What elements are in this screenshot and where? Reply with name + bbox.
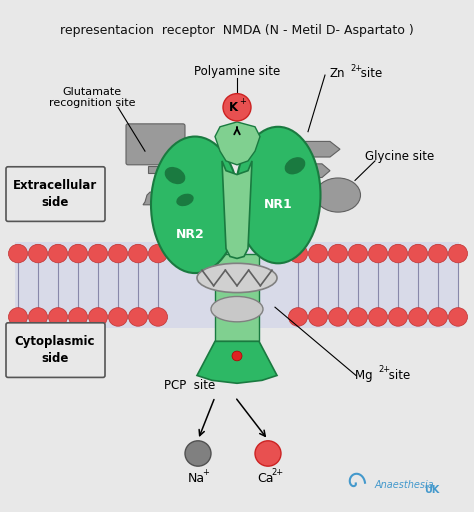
FancyBboxPatch shape bbox=[6, 167, 105, 221]
Polygon shape bbox=[148, 166, 170, 190]
Text: Mg: Mg bbox=[355, 369, 376, 382]
Polygon shape bbox=[197, 342, 277, 383]
Ellipse shape bbox=[164, 167, 185, 184]
Circle shape bbox=[428, 244, 447, 263]
Polygon shape bbox=[305, 164, 330, 178]
Polygon shape bbox=[222, 161, 252, 259]
Circle shape bbox=[328, 308, 347, 326]
Circle shape bbox=[309, 244, 328, 263]
Text: representacion  receptor  NMDA (N - Metil D- Aspartato ): representacion receptor NMDA (N - Metil … bbox=[60, 24, 414, 37]
Circle shape bbox=[428, 308, 447, 326]
Circle shape bbox=[185, 441, 211, 466]
Bar bbox=[15, 242, 459, 328]
Ellipse shape bbox=[316, 178, 361, 212]
Text: +: + bbox=[239, 97, 246, 106]
Circle shape bbox=[255, 441, 281, 466]
Circle shape bbox=[69, 244, 88, 263]
Text: Polyamine site: Polyamine site bbox=[194, 65, 280, 78]
Circle shape bbox=[28, 308, 47, 326]
Circle shape bbox=[89, 308, 108, 326]
Text: site: site bbox=[357, 67, 382, 80]
Circle shape bbox=[148, 244, 167, 263]
Text: site: site bbox=[385, 369, 410, 382]
Circle shape bbox=[128, 308, 147, 326]
Text: Glutamate
recognition site: Glutamate recognition site bbox=[49, 87, 135, 109]
Text: Zn: Zn bbox=[330, 67, 346, 80]
Text: PCP  site: PCP site bbox=[164, 379, 216, 392]
Circle shape bbox=[368, 244, 388, 263]
Ellipse shape bbox=[151, 137, 239, 273]
Circle shape bbox=[348, 244, 367, 263]
Text: +: + bbox=[202, 468, 210, 478]
Circle shape bbox=[223, 94, 251, 121]
Ellipse shape bbox=[211, 296, 263, 322]
Polygon shape bbox=[305, 141, 340, 157]
Text: Anaesthesia: Anaesthesia bbox=[375, 480, 435, 489]
Text: 2+: 2+ bbox=[378, 365, 390, 374]
Text: Cytoplasmic
side: Cytoplasmic side bbox=[15, 335, 95, 365]
Circle shape bbox=[409, 308, 428, 326]
Text: K: K bbox=[228, 101, 237, 114]
Circle shape bbox=[309, 308, 328, 326]
Bar bbox=[215, 253, 259, 342]
Circle shape bbox=[148, 308, 167, 326]
Circle shape bbox=[368, 308, 388, 326]
Circle shape bbox=[109, 244, 128, 263]
FancyBboxPatch shape bbox=[126, 124, 185, 165]
Circle shape bbox=[389, 244, 408, 263]
Circle shape bbox=[232, 351, 242, 361]
Text: 2+: 2+ bbox=[271, 468, 283, 478]
Ellipse shape bbox=[197, 263, 277, 292]
Circle shape bbox=[109, 308, 128, 326]
Circle shape bbox=[128, 244, 147, 263]
Circle shape bbox=[289, 244, 308, 263]
Circle shape bbox=[9, 244, 27, 263]
Text: Na: Na bbox=[187, 473, 205, 485]
Circle shape bbox=[9, 308, 27, 326]
Circle shape bbox=[89, 244, 108, 263]
Circle shape bbox=[348, 308, 367, 326]
Circle shape bbox=[448, 244, 467, 263]
Polygon shape bbox=[143, 192, 165, 205]
Text: NR1: NR1 bbox=[264, 198, 292, 211]
Circle shape bbox=[448, 308, 467, 326]
Ellipse shape bbox=[176, 194, 194, 206]
Text: NR2: NR2 bbox=[176, 227, 204, 241]
Text: UK: UK bbox=[424, 484, 439, 495]
Circle shape bbox=[289, 308, 308, 326]
Text: 2+: 2+ bbox=[350, 64, 362, 73]
Circle shape bbox=[48, 244, 67, 263]
Circle shape bbox=[389, 308, 408, 326]
Polygon shape bbox=[215, 122, 260, 165]
Text: Extracellular
side: Extracellular side bbox=[13, 179, 97, 209]
Text: Ca: Ca bbox=[258, 473, 274, 485]
Circle shape bbox=[69, 308, 88, 326]
Circle shape bbox=[28, 244, 47, 263]
FancyBboxPatch shape bbox=[6, 323, 105, 377]
Circle shape bbox=[409, 244, 428, 263]
Circle shape bbox=[48, 308, 67, 326]
Ellipse shape bbox=[236, 127, 320, 263]
Ellipse shape bbox=[285, 157, 305, 175]
Circle shape bbox=[328, 244, 347, 263]
Text: Glycine site: Glycine site bbox=[365, 150, 435, 162]
